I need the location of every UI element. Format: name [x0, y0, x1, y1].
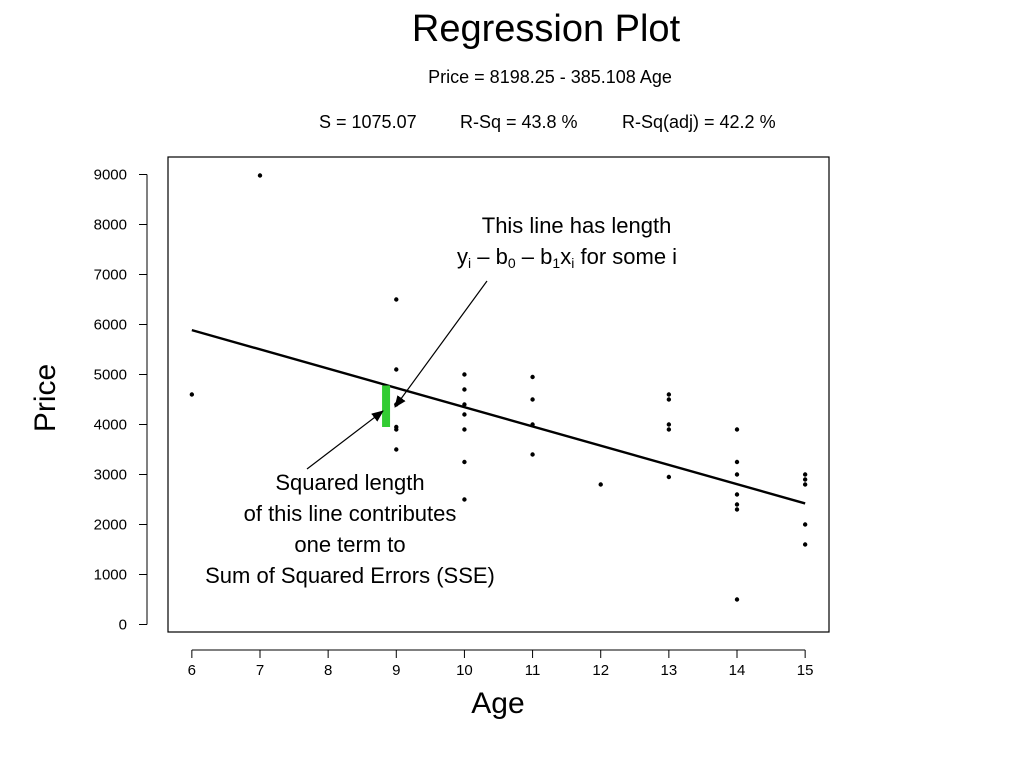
annotation-sse-line-2: of this line contributes	[243, 501, 457, 526]
data-point	[462, 427, 467, 432]
data-point	[802, 477, 808, 482]
data-point	[530, 374, 535, 380]
data-point	[734, 507, 740, 512]
data-point	[394, 297, 399, 302]
formula-sub-0: 0	[507, 255, 516, 271]
data-point	[530, 397, 535, 402]
x-tick-label: 12	[592, 662, 609, 679]
formula-y: y	[457, 244, 468, 269]
data-point	[802, 472, 808, 477]
data-point	[734, 472, 740, 477]
annotation-sse-line-3: one term to	[294, 532, 406, 557]
stat-rsq: R-Sq = 43.8 %	[460, 112, 578, 132]
x-tick-label: 14	[729, 662, 746, 679]
data-point	[462, 459, 467, 465]
y-tick-label: 5000	[94, 367, 127, 384]
y-tick-label: 6000	[94, 317, 127, 334]
data-point	[530, 422, 535, 427]
data-point	[462, 412, 467, 417]
x-tick-label: 9	[392, 662, 400, 679]
data-point	[189, 392, 195, 397]
arrow-to-residual	[306, 410, 384, 470]
data-point	[666, 392, 672, 397]
x-tick-label: 11	[525, 662, 541, 679]
y-tick-label: 7000	[94, 267, 127, 284]
data-point	[666, 422, 672, 427]
formula-dash-2: –	[521, 244, 535, 269]
chart-title: Regression Plot	[411, 8, 681, 50]
annotation-sse-line-4: Sum of Squared Errors (SSE)	[205, 563, 495, 588]
x-tick-label: 15	[797, 662, 814, 679]
y-axis-label: Price	[29, 364, 62, 432]
data-point	[802, 482, 808, 487]
x-axis-label: Age	[471, 687, 524, 720]
x-tick-label: 8	[324, 662, 332, 679]
data-point	[530, 452, 535, 457]
y-tick-label: 1000	[94, 567, 127, 584]
data-point	[462, 402, 467, 407]
formula-xi: i	[571, 255, 575, 271]
annotation-sse: Squared length of this line contributes …	[182, 467, 518, 591]
x-axis: 6 7 8 9 10 11 12 13 14 15	[188, 649, 814, 679]
stat-s: S = 1075.07	[319, 112, 417, 132]
data-point	[462, 387, 467, 392]
data-point	[734, 492, 740, 497]
data-point	[734, 597, 740, 602]
plot-marks	[189, 173, 808, 602]
data-point	[394, 427, 399, 432]
annotation-line-length-text: This line has length	[481, 213, 672, 238]
arrow-to-fit-line	[394, 280, 488, 408]
formula-dash-1: –	[477, 244, 490, 269]
data-point	[598, 482, 603, 487]
y-axis: 0 1000 2000 3000 4000 5000 6000 7000 8000 9000	[94, 167, 148, 634]
stat-rsq-adj: R-Sq(adj) = 42.2 %	[622, 112, 776, 132]
y-tick-label: 0	[119, 617, 127, 634]
data-point	[394, 447, 399, 452]
annotation-line-length: This line has length yi – b0 – b1xi for …	[457, 210, 677, 272]
formula-tail: for some i	[580, 244, 678, 269]
data-point	[666, 397, 672, 402]
data-point	[462, 372, 467, 377]
formula-sub-1: 1	[552, 255, 561, 271]
formula-b1: b	[540, 244, 553, 269]
formula-i: i	[468, 255, 472, 271]
data-point	[734, 427, 740, 432]
x-tick-label: 10	[456, 662, 473, 679]
data-point	[802, 542, 808, 547]
data-point	[394, 367, 399, 372]
y-tick-label: 9000	[94, 167, 127, 184]
y-tick-label: 3000	[94, 467, 127, 484]
regression-equation: Price = 8198.25 - 385.108 Age	[428, 67, 672, 87]
formula-x: x	[560, 244, 572, 269]
y-tick-label: 2000	[94, 517, 127, 534]
data-point	[257, 173, 263, 178]
formula-b0: b	[495, 244, 508, 269]
x-tick-label: 6	[188, 662, 196, 679]
data-point	[462, 497, 467, 502]
data-point	[734, 502, 740, 507]
data-point	[734, 459, 740, 465]
data-point	[802, 522, 808, 527]
y-tick-label: 4000	[94, 417, 127, 434]
regression-line	[191, 328, 806, 505]
data-point	[666, 427, 672, 432]
y-tick-label: 8000	[94, 217, 127, 234]
x-tick-label: 7	[256, 662, 264, 679]
data-point	[666, 474, 672, 480]
residual-formula: yi – b0 – b1xi for some i	[457, 241, 677, 272]
x-tick-label: 13	[661, 662, 678, 679]
annotation-sse-line-1: Squared length	[275, 470, 425, 495]
plot-frame	[167, 156, 830, 633]
